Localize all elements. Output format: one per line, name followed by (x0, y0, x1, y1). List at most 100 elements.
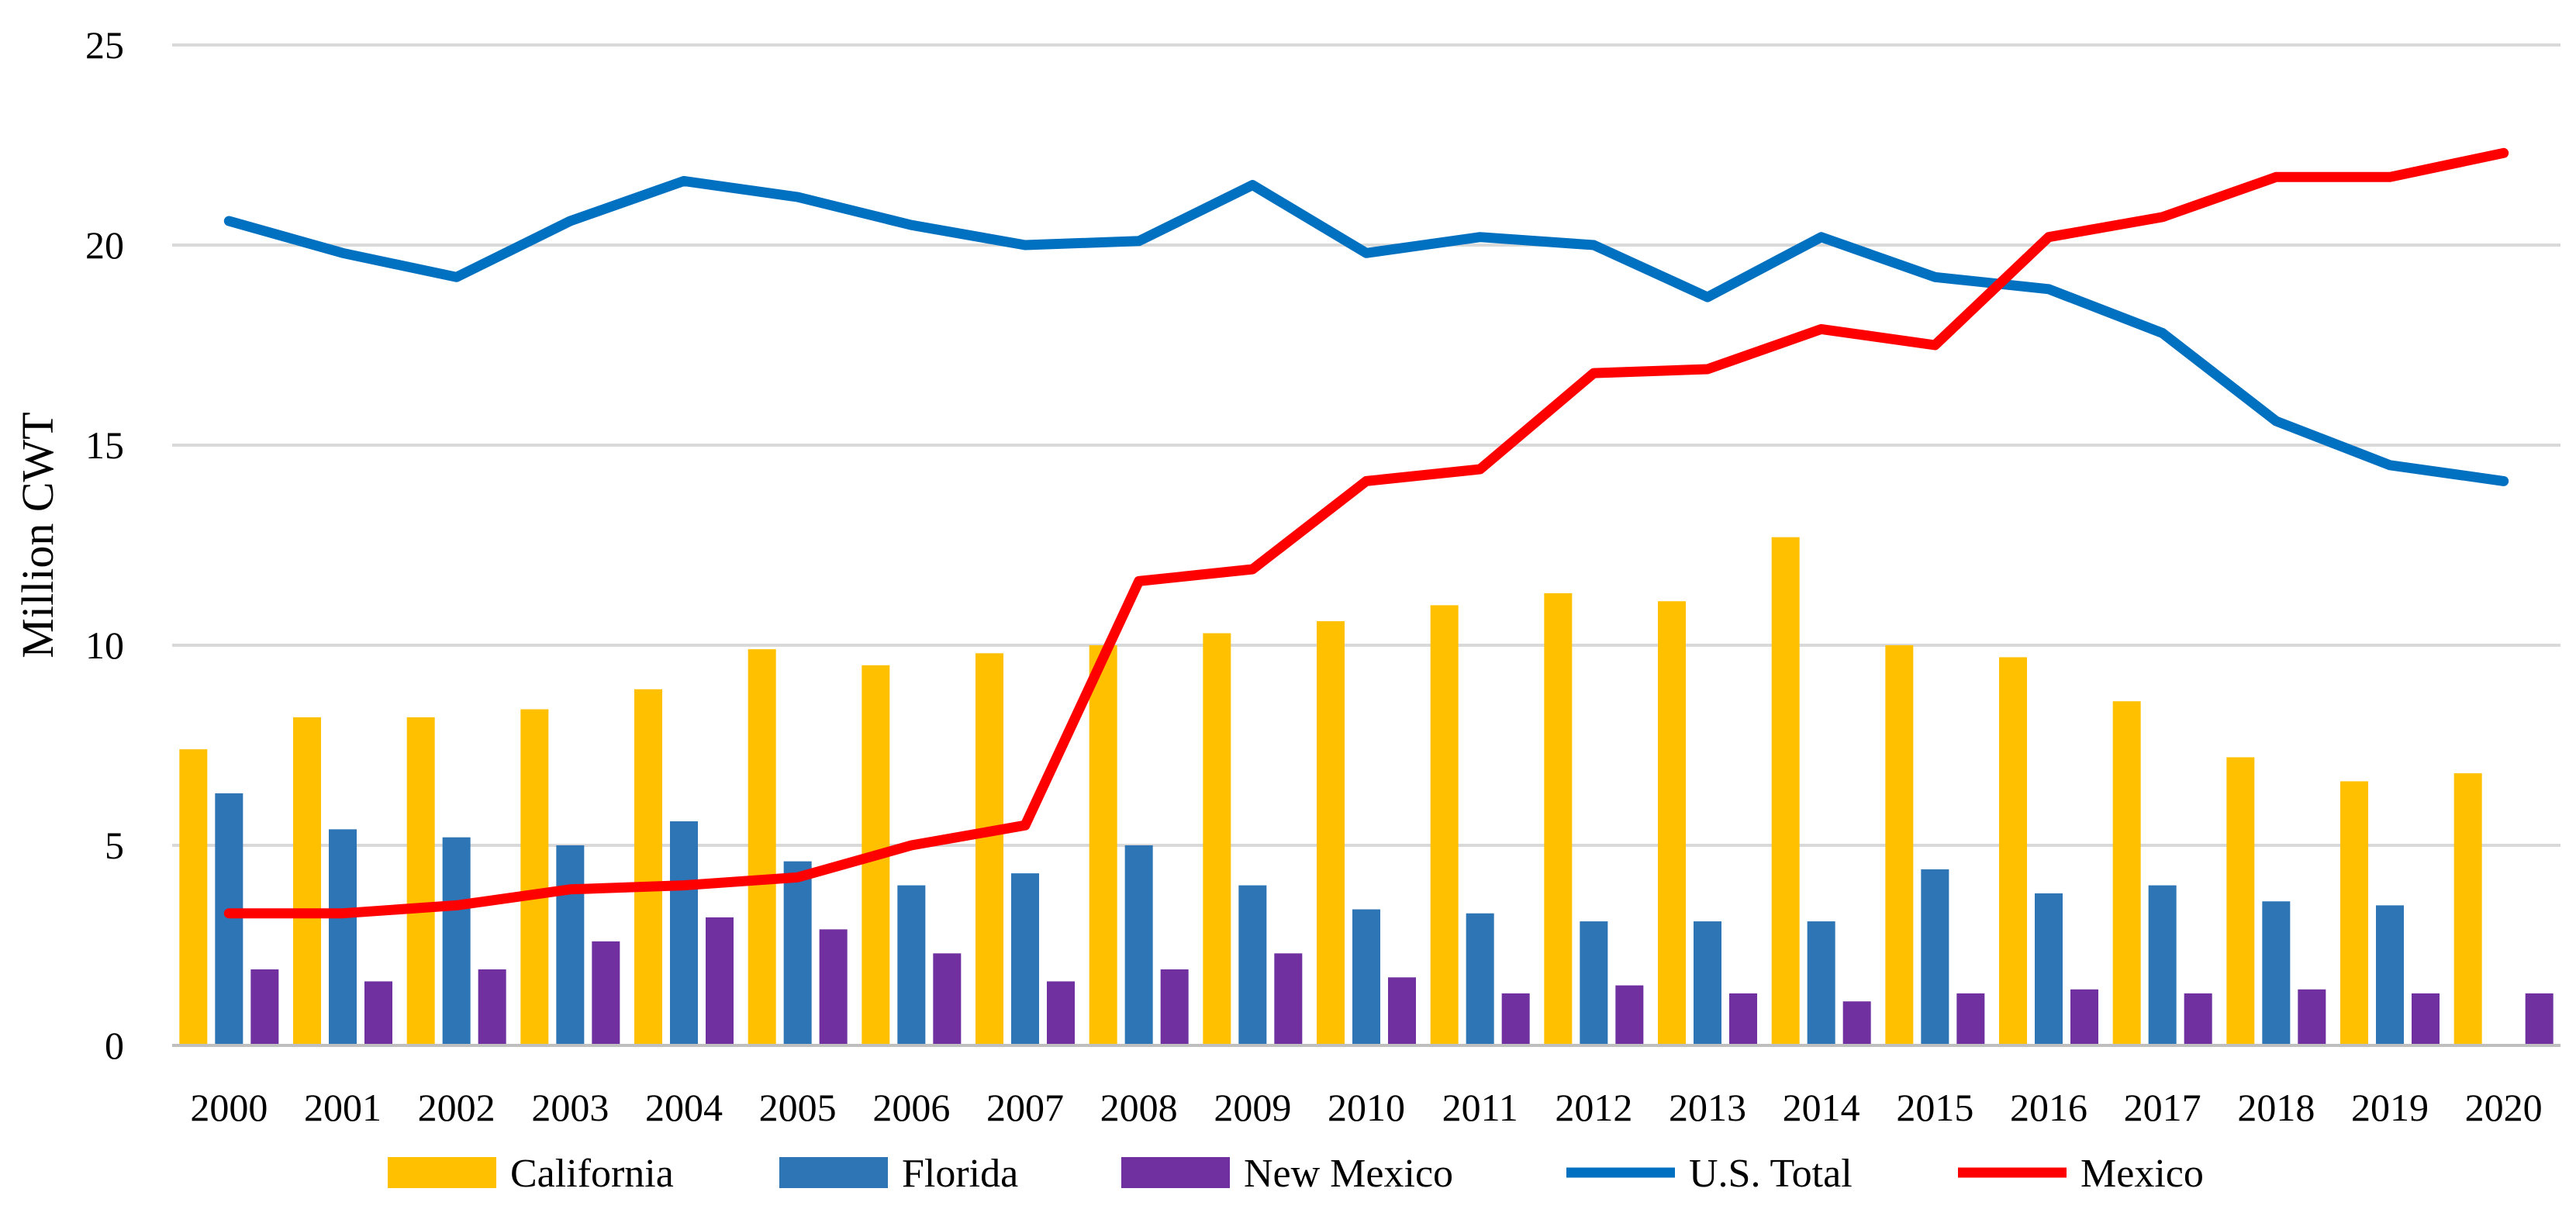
bar-california-2007 (975, 653, 1003, 1045)
bar-new-mexico-2001 (364, 981, 392, 1045)
bar-new-mexico-2011 (1501, 993, 1530, 1045)
x-tick-label: 2008 (1100, 1086, 1178, 1129)
bar-new-mexico-2013 (1729, 993, 1757, 1045)
bar-florida-2003 (556, 845, 585, 1045)
legend-label-u-s-total: U.S. Total (1689, 1152, 1853, 1196)
bar-florida-2004 (670, 821, 698, 1045)
bar-california-2016 (1999, 657, 2027, 1045)
bar-california-2001 (293, 717, 321, 1045)
bar-new-mexico-2018 (2298, 989, 2326, 1045)
bar-new-mexico-2015 (1956, 993, 1985, 1045)
bar-florida-2017 (2148, 885, 2177, 1045)
x-tick-label: 2013 (1669, 1086, 1746, 1129)
x-tick-label: 2014 (1783, 1086, 1860, 1129)
x-tick-label: 2005 (759, 1086, 837, 1129)
y-tick-label: 10 (85, 624, 124, 667)
x-tick-label: 2010 (1328, 1086, 1405, 1129)
gridlines (172, 43, 2560, 847)
bar-california-2005 (748, 649, 776, 1045)
legend-swatch-california (388, 1157, 496, 1188)
y-axis-label: Million CWT (12, 412, 63, 658)
bar-new-mexico-2003 (592, 941, 620, 1045)
x-tick-label: 2000 (190, 1086, 268, 1129)
legend-label-florida: Florida (902, 1152, 1018, 1196)
bar-florida-2009 (1238, 885, 1267, 1045)
bar-new-mexico-2017 (2184, 993, 2212, 1045)
bar-florida-2007 (1011, 873, 1039, 1045)
legend-label-california: California (510, 1152, 674, 1196)
y-tick-label: 5 (105, 824, 124, 867)
x-tick-label: 2020 (2465, 1086, 2543, 1129)
x-tick-label: 2001 (304, 1086, 382, 1129)
bar-california-2011 (1430, 605, 1459, 1045)
bar-california-2008 (1089, 645, 1117, 1045)
x-tick-label: 2015 (1896, 1086, 1973, 1129)
x-tick-label: 2009 (1214, 1086, 1291, 1129)
bar-florida-2018 (2262, 901, 2291, 1045)
legend: California Florida New Mexico U.S. Total Mex… (388, 1152, 2204, 1196)
bar-new-mexico-2010 (1388, 977, 1416, 1045)
bar-california-2012 (1544, 592, 1573, 1045)
legend-label-mexico: Mexico (2080, 1152, 2204, 1196)
bar-florida-2002 (442, 837, 471, 1045)
bar-florida-2012 (1580, 921, 1608, 1045)
line-mexico (223, 147, 2509, 919)
y-tick-label: 15 (85, 423, 124, 467)
x-tick-label: 2007 (986, 1086, 1064, 1129)
bar-california-2020 (2453, 773, 2482, 1045)
bar-florida-2015 (1921, 869, 1949, 1045)
bar-new-mexico-2008 (1160, 969, 1189, 1045)
bar-california-2014 (1771, 537, 1800, 1045)
bar-california-2017 (2112, 701, 2141, 1045)
y-tick-label: 20 (85, 223, 124, 267)
bar-florida-2014 (1807, 921, 1835, 1045)
bar-california-2018 (2226, 757, 2255, 1045)
bar-florida-2019 (2376, 905, 2404, 1045)
bar-florida-2016 (2035, 893, 2063, 1045)
bar-california-2002 (406, 717, 435, 1045)
bar-new-mexico-2020 (2525, 993, 2554, 1045)
y-tick-label: 25 (85, 23, 124, 67)
bar-california-2010 (1317, 621, 1345, 1045)
bar-new-mexico-2016 (2070, 989, 2098, 1045)
bar-new-mexico-2002 (478, 969, 506, 1045)
bar-florida-2000 (215, 793, 243, 1045)
bar-new-mexico-2014 (1842, 1001, 1871, 1045)
bar-california-2003 (520, 709, 549, 1045)
bar-florida-2008 (1124, 845, 1153, 1045)
x-tick-label: 2002 (418, 1086, 496, 1129)
bar-new-mexico-2007 (1047, 981, 1075, 1045)
bar-florida-2011 (1466, 913, 1494, 1045)
x-tick-label: 2003 (531, 1086, 609, 1129)
bar-california-2004 (634, 689, 662, 1045)
bar-new-mexico-2006 (933, 953, 962, 1045)
legend-swatch-florida (779, 1157, 888, 1188)
bar-california-2015 (1885, 645, 1914, 1045)
y-tick-label: 0 (105, 1024, 124, 1067)
x-tick-label: 2004 (645, 1086, 723, 1129)
line-u-s-total (223, 175, 2509, 486)
x-tick-label: 2011 (1442, 1086, 1518, 1129)
bar-florida-2005 (783, 861, 812, 1045)
bar-new-mexico-2004 (706, 917, 734, 1045)
axes: 0 5 10 15 20 25 2000 2001 2002 2003 2004 2005 2006 20… (85, 23, 2560, 1129)
bar-california-2000 (179, 749, 208, 1045)
bar-florida-2010 (1352, 909, 1380, 1045)
bar-florida-2001 (329, 829, 357, 1045)
bars (179, 537, 2554, 1045)
bar-california-2009 (1203, 633, 1231, 1045)
bar-california-2019 (2340, 781, 2368, 1045)
bar-new-mexico-2009 (1274, 953, 1303, 1045)
x-tick-label: 2016 (2010, 1086, 2087, 1129)
x-tick-label: 2017 (2124, 1086, 2201, 1129)
lines (223, 147, 2509, 919)
x-tick-label: 2006 (872, 1086, 950, 1129)
bar-florida-2013 (1694, 921, 1721, 1045)
bar-florida-2006 (897, 885, 926, 1045)
bar-new-mexico-2012 (1615, 985, 1644, 1045)
bar-new-mexico-2000 (250, 969, 279, 1045)
x-tick-label: 2018 (2237, 1086, 2315, 1129)
bar-new-mexico-2005 (819, 929, 848, 1045)
legend-label-new-mexico: New Mexico (1244, 1152, 1453, 1196)
